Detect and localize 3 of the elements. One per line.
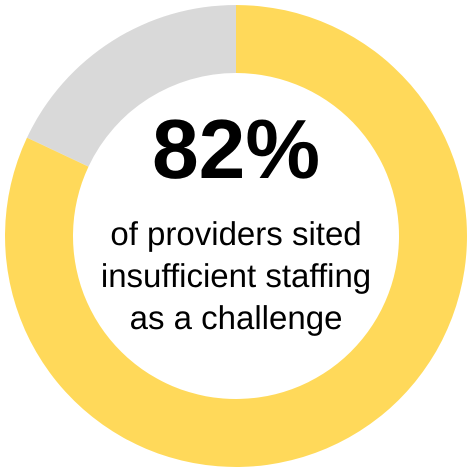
text: 82%	[152, 102, 320, 196]
text: of providers sited insufficient staffing as a challenge	[100, 215, 372, 336]
donut-slice	[5, 5, 467, 467]
